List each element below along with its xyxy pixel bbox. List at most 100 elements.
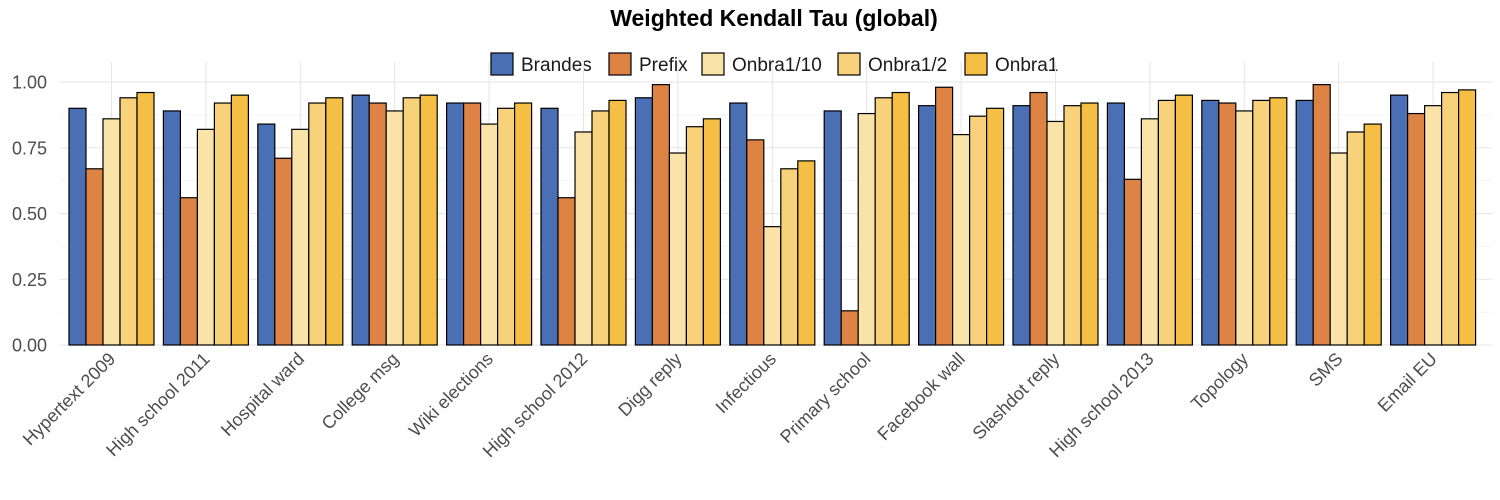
bar-brandes-high-school-2012 — [540, 107, 559, 346]
legend-swatch — [490, 52, 514, 76]
bar-prefix-topology — [1218, 102, 1237, 346]
bars — [68, 84, 1477, 346]
x-tick-label-infectious: Infectious — [712, 349, 781, 418]
bar-brandes-hypertext-2009 — [68, 107, 87, 346]
y-tick-label: 1.00 — [12, 73, 47, 93]
y-tick-label: 0.25 — [12, 270, 47, 290]
bar-onbra1-high-school-2011 — [230, 94, 249, 346]
bar-onbra1-2-digg-reply — [685, 126, 705, 346]
bar-onbra1-10-digg-reply — [668, 152, 688, 346]
bar-prefix-high-school-2011 — [179, 197, 198, 346]
bar-onbra1-2-slashdot-reply — [1063, 105, 1082, 346]
bar-onbra1-10-email-eu — [1423, 105, 1443, 346]
bar-onbra1-2-college-msg — [402, 97, 421, 346]
bar-brandes-facebook-wall — [917, 105, 937, 346]
bar-onbra1-facebook-wall — [985, 107, 1005, 346]
bar-onbra1-sms — [1363, 123, 1382, 346]
legend-label: Prefix — [639, 55, 688, 76]
bar-prefix-facebook-wall — [934, 86, 954, 346]
bar-onbra1-topology — [1269, 97, 1288, 346]
legend-item-onbra1-2: Onbra1/2 — [837, 52, 947, 76]
chart-title: Weighted Kendall Tau (global) — [610, 5, 938, 31]
x-tick-label-email-eu: Email EU — [1374, 349, 1441, 416]
bar-onbra1-2-topology — [1252, 99, 1271, 346]
bar-onbra1-10-high-school-2011 — [196, 128, 215, 346]
x-tick-label-high-school-2012: High school 2012 — [479, 349, 592, 462]
bar-onbra1-2-hospital-ward — [308, 102, 327, 346]
legend-swatch — [701, 52, 725, 76]
bar-onbra1-10-wiki-elections — [480, 123, 499, 346]
legend-item-onbra1: Onbra1 — [964, 52, 1058, 76]
bar-prefix-college-msg — [368, 102, 387, 346]
x-tick-label-slashdot-reply: Slashdot reply — [969, 349, 1064, 444]
legend-item-brandes: Brandes — [490, 52, 592, 76]
bar-brandes-slashdot-reply — [1012, 105, 1031, 346]
y-tick-label: 0.75 — [12, 138, 47, 158]
y-axis-ticks: 0.00 0.25 0.50 0.75 1.00 — [12, 73, 47, 356]
legend-label: Brandes — [521, 55, 592, 76]
bar-onbra1-hospital-ward — [325, 97, 344, 346]
legend: Brandes Prefix Onbra1/10 Onbra1/2 Onbra1 — [490, 52, 1058, 76]
bar-onbra1-10-high-school-2012 — [574, 131, 593, 346]
bar-onbra1-10-facebook-wall — [951, 134, 971, 346]
bar-prefix-hypertext-2009 — [85, 168, 104, 346]
bar-onbra1-2-sms — [1346, 131, 1365, 346]
x-tick-label-sms: SMS — [1305, 349, 1347, 391]
bar-brandes-infectious — [729, 102, 748, 346]
legend-swatch — [608, 52, 632, 76]
bar-onbra1-2-facebook-wall — [968, 115, 988, 346]
legend-label: Onbra1/10 — [732, 55, 822, 76]
bar-onbra1-high-school-2013 — [1174, 94, 1194, 346]
legend-label: Onbra1/2 — [868, 55, 947, 76]
bar-prefix-wiki-elections — [463, 102, 482, 346]
bar-onbra1-college-msg — [419, 94, 438, 346]
bar-onbra1-infectious — [797, 160, 816, 346]
bar-brandes-college-msg — [351, 94, 370, 346]
x-tick-label-hypertext-2009: Hypertext 2009 — [19, 349, 119, 449]
bar-onbra1-2-infectious — [780, 168, 799, 346]
y-tick-label: 0.00 — [12, 336, 47, 356]
bar-onbra1-email-eu — [1457, 89, 1477, 346]
bar-onbra1-slashdot-reply — [1080, 102, 1099, 346]
bar-onbra1-2-wiki-elections — [497, 107, 516, 346]
legend-swatch — [837, 52, 861, 76]
bar-onbra1-10-slashdot-reply — [1046, 120, 1065, 346]
bar-prefix-hospital-ward — [274, 157, 293, 346]
x-tick-label-high-school-2011: High school 2011 — [102, 349, 214, 461]
bar-prefix-email-eu — [1406, 112, 1426, 346]
x-tick-label-wiki-elections: Wiki elections — [405, 349, 497, 441]
bar-onbra1-10-college-msg — [385, 110, 404, 346]
x-tick-label-topology: Topology — [1187, 349, 1252, 414]
x-tick-label-hospital-ward: Hospital ward — [217, 349, 308, 440]
x-tick-label-primary-school: Primary school — [776, 349, 874, 447]
bar-brandes-digg-reply — [634, 97, 654, 346]
legend-label: Onbra1 — [995, 55, 1058, 76]
bar-onbra1-10-high-school-2013 — [1140, 118, 1160, 346]
bar-onbra1-wiki-elections — [513, 102, 533, 346]
bar-brandes-sms — [1295, 99, 1314, 346]
bar-onbra1-2-high-school-2011 — [213, 102, 232, 346]
bar-onbra1-10-hypertext-2009 — [102, 118, 121, 346]
bar-onbra1-10-hospital-ward — [291, 128, 310, 346]
bar-prefix-high-school-2013 — [1123, 178, 1143, 346]
bar-brandes-primary-school — [823, 110, 842, 346]
bar-prefix-infectious — [746, 139, 765, 346]
bar-onbra1-primary-school — [891, 91, 910, 346]
bar-brandes-email-eu — [1389, 94, 1409, 346]
bar-brandes-high-school-2011 — [162, 110, 181, 346]
bar-onbra1-10-primary-school — [857, 112, 876, 346]
bar-brandes-wiki-elections — [446, 102, 465, 346]
bar-onbra1-2-primary-school — [874, 97, 893, 346]
legend-item-prefix: Prefix — [608, 52, 688, 76]
bar-onbra1-10-sms — [1329, 152, 1348, 346]
bar-prefix-primary-school — [840, 310, 859, 346]
bar-prefix-slashdot-reply — [1029, 91, 1048, 346]
bar-onbra1-2-hypertext-2009 — [119, 97, 138, 346]
bar-brandes-topology — [1201, 99, 1220, 346]
bar-brandes-high-school-2013 — [1106, 102, 1126, 346]
bar-prefix-digg-reply — [651, 84, 671, 346]
y-tick-label: 0.50 — [12, 204, 47, 224]
bar-onbra1-10-infectious — [763, 226, 782, 346]
